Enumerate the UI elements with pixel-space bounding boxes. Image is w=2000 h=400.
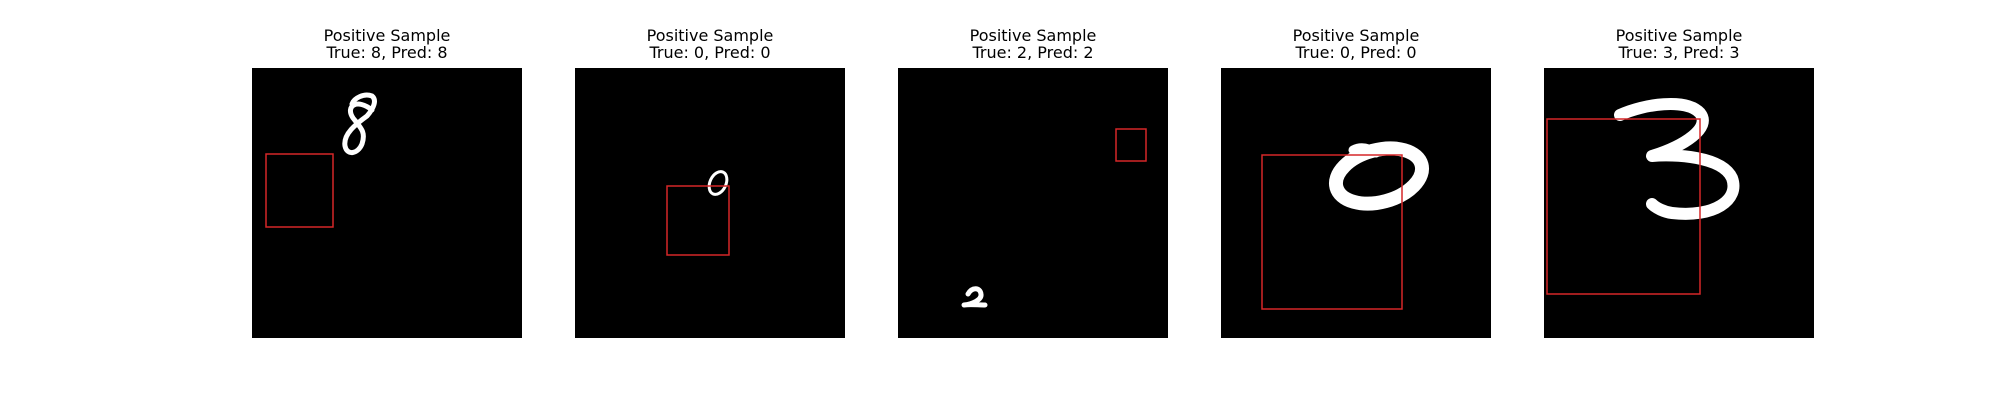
panel-title: Positive Sample True: 0, Pred: 0: [1221, 27, 1491, 61]
detection-box: [1115, 128, 1147, 162]
handwritten-digit-2: [961, 286, 988, 308]
sample-image-canvas: [961, 128, 1147, 308]
sample-image-canvas: [1546, 98, 1740, 295]
sample-image: [575, 68, 845, 338]
panel-heading: Positive Sample: [646, 26, 774, 45]
sample-image: [898, 68, 1168, 338]
detection-box: [265, 153, 334, 228]
panel-heading: Positive Sample: [1615, 26, 1743, 45]
panel-title: Positive Sample True: 8, Pred: 8: [252, 27, 522, 61]
sample-image-canvas: [666, 170, 730, 256]
sample-image: [252, 68, 522, 338]
handwritten-digit-0: [707, 170, 729, 196]
panel-heading: Positive Sample: [1292, 26, 1420, 45]
panel-title: Positive Sample True: 0, Pred: 0: [575, 27, 845, 61]
panel-title: Positive Sample True: 2, Pred: 2: [898, 27, 1168, 61]
panel-label-line: True: 3, Pred: 3: [1618, 43, 1740, 62]
sample-image-canvas: [1261, 141, 1430, 310]
panel-label-line: True: 2, Pred: 2: [972, 43, 1094, 62]
sample-panel-3: Positive Sample True: 2, Pred: 2: [898, 0, 1168, 340]
handwritten-digit-8: [342, 92, 377, 155]
sample-image: [1221, 68, 1491, 338]
detection-box: [666, 185, 730, 256]
panel-label-line: True: 0, Pred: 0: [1295, 43, 1417, 62]
panel-heading: Positive Sample: [969, 26, 1097, 45]
panel-title: Positive Sample True: 3, Pred: 3: [1544, 27, 1814, 61]
sample-image-canvas: [265, 92, 377, 228]
sample-panel-2: Positive Sample True: 0, Pred: 0: [575, 0, 845, 340]
sample-image: [1544, 68, 1814, 338]
sample-panel-5: Positive Sample True: 3, Pred: 3: [1544, 0, 1814, 340]
detection-box: [1261, 154, 1403, 310]
handwritten-digit-3: [1614, 98, 1740, 220]
panel-label-line: True: 0, Pred: 0: [649, 43, 771, 62]
panel-label-line: True: 8, Pred: 8: [326, 43, 448, 62]
panel-heading: Positive Sample: [323, 26, 451, 45]
sample-panel-1: Positive Sample True: 8, Pred: 8: [252, 0, 522, 340]
sample-panel-4: Positive Sample True: 0, Pred: 0: [1221, 0, 1491, 340]
handwritten-digit-0-tail: [1348, 143, 1381, 158]
detection-box: [1546, 118, 1701, 295]
